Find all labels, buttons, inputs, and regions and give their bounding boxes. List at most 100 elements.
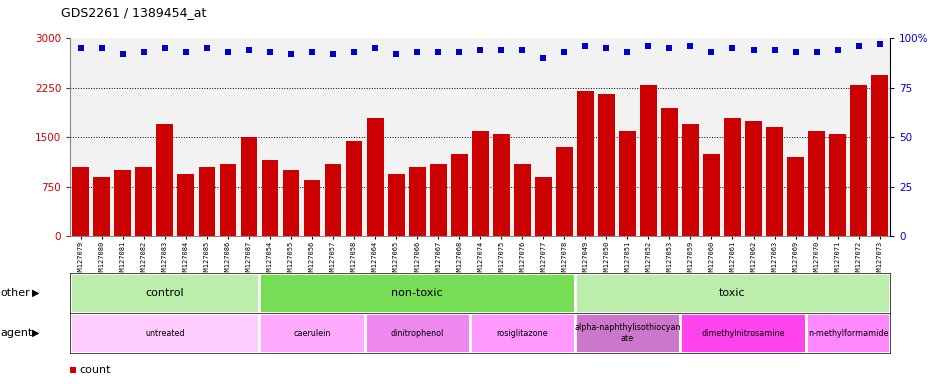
Bar bbox=[786, 157, 803, 236]
Point bbox=[724, 45, 739, 51]
Point bbox=[578, 43, 592, 50]
Bar bbox=[681, 124, 698, 236]
Point bbox=[493, 47, 508, 53]
Bar bbox=[259, 273, 574, 313]
Bar bbox=[828, 134, 845, 236]
Bar bbox=[577, 91, 593, 236]
Point bbox=[620, 49, 635, 55]
Text: ▶: ▶ bbox=[32, 288, 39, 298]
Text: rosiglitazone: rosiglitazone bbox=[496, 329, 548, 338]
Point bbox=[682, 43, 697, 50]
Text: count: count bbox=[80, 365, 110, 375]
Point bbox=[157, 45, 172, 51]
Bar bbox=[261, 161, 278, 236]
Text: n-methylformamide: n-methylformamide bbox=[807, 329, 887, 338]
Point bbox=[367, 45, 382, 51]
Bar bbox=[619, 131, 636, 236]
Text: ▶: ▶ bbox=[32, 328, 39, 338]
Point bbox=[304, 49, 319, 55]
Point bbox=[178, 49, 193, 55]
Bar bbox=[70, 273, 259, 313]
Bar bbox=[639, 84, 656, 236]
Text: non-toxic: non-toxic bbox=[391, 288, 443, 298]
Point bbox=[745, 47, 760, 53]
Bar bbox=[555, 147, 572, 236]
Bar bbox=[70, 313, 259, 353]
Text: caerulein: caerulein bbox=[293, 329, 330, 338]
Bar bbox=[469, 313, 574, 353]
Bar bbox=[870, 74, 887, 236]
Point bbox=[199, 45, 214, 51]
Bar bbox=[366, 118, 383, 236]
Bar bbox=[345, 141, 362, 236]
Bar bbox=[324, 164, 341, 236]
Bar bbox=[303, 180, 320, 236]
Point bbox=[409, 49, 424, 55]
Point bbox=[115, 51, 130, 57]
Bar bbox=[450, 154, 467, 236]
Point bbox=[431, 49, 446, 55]
Point bbox=[598, 45, 613, 51]
Point bbox=[388, 51, 403, 57]
Point bbox=[451, 49, 466, 55]
Bar bbox=[492, 134, 509, 236]
Text: alpha-naphthylisothiocyan
ate: alpha-naphthylisothiocyan ate bbox=[574, 323, 680, 343]
Point bbox=[787, 49, 802, 55]
Point bbox=[556, 49, 571, 55]
Point bbox=[850, 43, 865, 50]
Bar bbox=[744, 121, 761, 236]
Text: GDS2261 / 1389454_at: GDS2261 / 1389454_at bbox=[61, 6, 206, 19]
Text: dimethylnitrosamine: dimethylnitrosamine bbox=[700, 329, 784, 338]
Bar bbox=[259, 313, 364, 353]
Bar bbox=[660, 108, 677, 236]
Bar bbox=[156, 124, 173, 236]
Text: control: control bbox=[145, 288, 184, 298]
Bar bbox=[597, 94, 614, 236]
Point bbox=[346, 49, 361, 55]
Bar bbox=[574, 273, 889, 313]
Bar bbox=[388, 174, 404, 236]
Point bbox=[262, 49, 277, 55]
Point bbox=[220, 49, 235, 55]
Bar bbox=[283, 170, 300, 236]
Bar bbox=[198, 167, 215, 236]
Point bbox=[640, 43, 655, 50]
Text: untreated: untreated bbox=[145, 329, 184, 338]
Point bbox=[325, 51, 340, 57]
Bar bbox=[114, 170, 131, 236]
Point bbox=[808, 49, 823, 55]
Point bbox=[137, 49, 152, 55]
Bar bbox=[849, 84, 866, 236]
Bar bbox=[72, 167, 89, 236]
Point bbox=[661, 45, 676, 51]
Point bbox=[284, 51, 299, 57]
Point bbox=[767, 47, 782, 53]
Point bbox=[829, 47, 844, 53]
Point bbox=[66, 367, 80, 373]
Point bbox=[73, 45, 88, 51]
Bar bbox=[94, 177, 110, 236]
Point bbox=[871, 41, 886, 47]
Text: toxic: toxic bbox=[719, 288, 745, 298]
Text: other: other bbox=[0, 288, 30, 298]
Bar bbox=[136, 167, 152, 236]
Bar bbox=[807, 131, 824, 236]
Bar bbox=[702, 154, 719, 236]
Bar bbox=[177, 174, 194, 236]
Point bbox=[95, 45, 110, 51]
Point bbox=[535, 55, 550, 61]
Bar bbox=[472, 131, 488, 236]
Bar bbox=[805, 313, 889, 353]
Bar bbox=[534, 177, 551, 236]
Point bbox=[472, 47, 487, 53]
Point bbox=[514, 47, 529, 53]
Bar bbox=[364, 313, 469, 353]
Text: agent: agent bbox=[0, 328, 33, 338]
Bar bbox=[513, 164, 530, 236]
Bar bbox=[408, 167, 425, 236]
Bar bbox=[241, 137, 257, 236]
Text: dinitrophenol: dinitrophenol bbox=[390, 329, 444, 338]
Point bbox=[241, 47, 256, 53]
Point bbox=[703, 49, 718, 55]
Bar bbox=[219, 164, 236, 236]
